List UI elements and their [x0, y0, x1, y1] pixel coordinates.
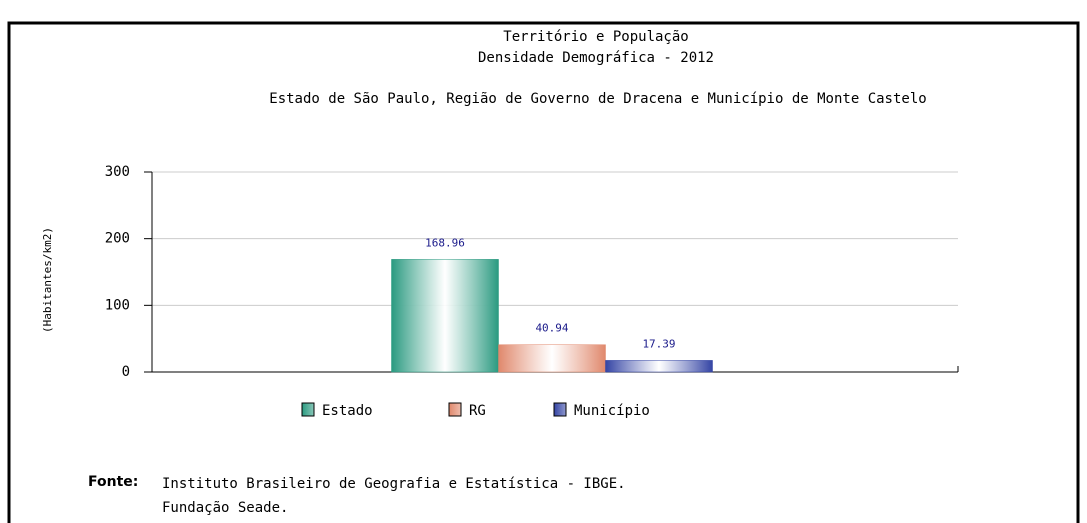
- legend-label: Município: [574, 403, 650, 419]
- source-text: Instituto Brasileiro de Geografia e Esta…: [162, 476, 626, 492]
- legend-swatch: [301, 402, 315, 417]
- chart-title: Território e População: [503, 29, 688, 45]
- y-tick-label: 200: [105, 231, 130, 247]
- data-label: 40.94: [535, 322, 568, 335]
- y-axis-label: (Habitantes/km2): [41, 227, 54, 333]
- bar: [391, 259, 499, 373]
- legend-label: RG: [469, 403, 486, 419]
- data-label: 17.39: [642, 337, 675, 350]
- legend-label: Estado: [322, 403, 373, 419]
- chart-subtitle: Estado de São Paulo, Região de Governo d…: [269, 91, 926, 107]
- source-text: Fundação Seade.: [162, 500, 288, 516]
- y-tick-label: 0: [122, 364, 130, 380]
- data-label: 168.96: [425, 236, 465, 249]
- legend-swatch: [553, 402, 567, 417]
- bar: [605, 360, 713, 373]
- y-tick-label: 100: [105, 297, 130, 313]
- frame: [7, 21, 1080, 523]
- legend-swatch: [448, 402, 462, 417]
- y-tick-label: 300: [105, 164, 130, 180]
- source-label: Fonte:: [88, 474, 138, 490]
- chart-subtitle: Densidade Demográfica - 2012: [478, 50, 714, 66]
- bar: [498, 344, 606, 373]
